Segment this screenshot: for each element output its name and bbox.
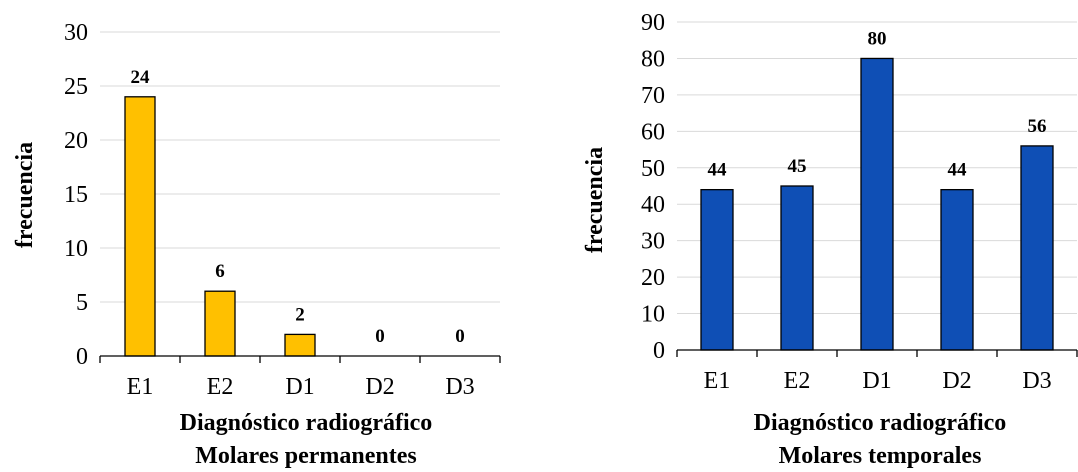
x-tick-label-e2: E2 [207,374,234,400]
y-tick-label: 0 [653,338,665,364]
x-tick-label-d3: D3 [445,374,474,400]
y-axis-title: frecuencia [582,147,608,253]
y-tick-label: 20 [64,128,88,154]
bar-e1 [124,96,156,357]
y-tick-label: 10 [641,302,665,328]
x-tick-label-d3: D3 [1022,368,1051,394]
data-label-e2: 6 [215,261,225,282]
x-tick-label-d2: D2 [365,374,394,400]
x-axis-title-line-2: Molares permanentes [195,443,417,469]
y-tick-label: 10 [64,236,88,262]
y-tick-label: 90 [641,10,665,36]
x-tick-label-d1: D1 [862,368,891,394]
y-tick-label: 50 [641,156,665,182]
y-tick-label: 0 [76,344,88,370]
data-label-d3: 0 [455,326,465,347]
data-label-e1: 44 [708,160,728,181]
bar-d1 [860,57,894,351]
x-tick-label-e2: E2 [784,368,811,394]
x-axis-title-line-2: Molares temporales [779,443,982,469]
x-tick-label-d1: D1 [285,374,314,400]
y-tick-label: 80 [641,46,665,72]
y-tick-label: 15 [64,182,88,208]
y-tick-label: 60 [641,119,665,145]
y-tick-label: 30 [641,229,665,255]
x-tick-label-e1: E1 [704,368,731,394]
x-axis-title-line-1: Diagnóstico radiográfico [754,410,1007,436]
y-axis-title: frecuencia [12,142,38,248]
data-label-d1: 80 [868,28,887,49]
bar-e1 [700,188,734,351]
y-tick-label: 25 [64,74,88,100]
x-axis-title-line-1: Diagnóstico radiográfico [180,410,433,436]
x-tick-label-e1: E1 [127,374,154,400]
x-tick-label-d2: D2 [942,368,971,394]
bar-d3 [1020,145,1054,351]
y-tick-label: 70 [641,83,665,109]
data-label-d3: 56 [1028,116,1047,137]
y-tick-label: 5 [76,290,88,316]
data-label-d2: 0 [375,326,385,347]
y-tick-label: 40 [641,192,665,218]
bar-e2 [204,290,236,357]
data-label-e1: 24 [131,67,151,88]
data-label-d2: 44 [948,160,968,181]
bar-d2 [940,188,974,351]
y-tick-label: 20 [641,265,665,291]
data-label-e2: 45 [788,156,807,177]
bar-d1 [284,333,316,357]
bar-e2 [780,185,814,351]
y-tick-label: 30 [64,20,88,46]
data-label-d1: 2 [295,304,305,325]
